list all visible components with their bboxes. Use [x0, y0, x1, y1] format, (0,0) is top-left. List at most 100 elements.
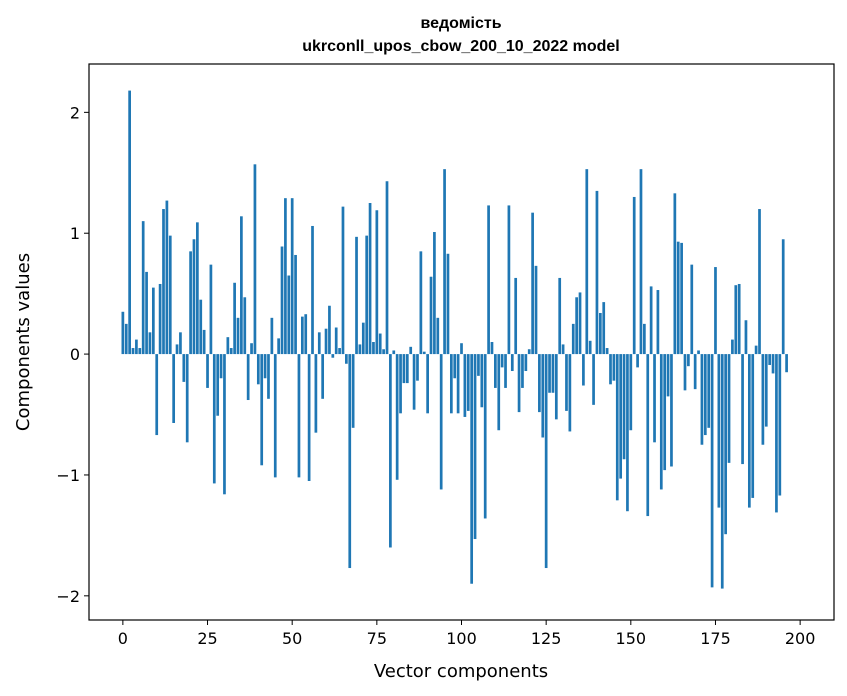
bar [456, 354, 460, 414]
bar [345, 354, 348, 364]
x-tick-label: 175 [700, 629, 731, 648]
bar [253, 164, 257, 355]
bar [179, 332, 182, 355]
bar [202, 329, 206, 355]
y-tick-label: −1 [56, 466, 80, 485]
bar [707, 354, 711, 428]
bar [260, 354, 264, 466]
bar [172, 354, 176, 423]
bar [683, 354, 687, 391]
bar [494, 354, 497, 388]
bar [751, 354, 755, 498]
bar [764, 354, 768, 427]
bar [229, 348, 233, 355]
bar [541, 354, 545, 438]
bar [666, 354, 670, 397]
bar [754, 345, 758, 355]
bar [280, 246, 284, 355]
bar [297, 354, 301, 478]
bar [128, 90, 131, 355]
bar [240, 216, 243, 355]
bar [426, 354, 429, 414]
bar [141, 221, 145, 355]
y-tick-label: 0 [70, 345, 80, 364]
bar [246, 354, 250, 401]
bar [121, 311, 125, 355]
bar [693, 354, 697, 390]
bar [375, 210, 379, 355]
bar [341, 206, 345, 355]
bar [463, 354, 467, 417]
bar [270, 317, 274, 355]
bar [582, 354, 585, 386]
bar [643, 323, 646, 355]
bar [287, 275, 291, 355]
bar [436, 317, 440, 355]
bar [609, 354, 612, 385]
bar [744, 320, 748, 355]
bar [402, 354, 406, 384]
bar [368, 203, 372, 355]
bar [429, 276, 433, 355]
bar [256, 354, 260, 385]
bar [585, 169, 589, 355]
bar [514, 277, 518, 355]
bar [206, 354, 209, 388]
bar [273, 354, 277, 478]
y-tick-label: −2 [56, 587, 80, 606]
bar [510, 354, 514, 372]
bar [703, 354, 707, 436]
bar [741, 354, 744, 465]
bar [588, 340, 592, 355]
bar [277, 338, 280, 355]
bar [785, 354, 788, 373]
bar [568, 354, 572, 432]
bar [351, 354, 355, 428]
bar [659, 354, 663, 490]
bar [717, 354, 721, 508]
bar [480, 354, 484, 408]
bar [663, 354, 667, 471]
bar [473, 354, 477, 540]
bar [565, 354, 568, 411]
bar [612, 354, 616, 381]
plot-area-frame [88, 63, 835, 621]
bar [317, 332, 321, 355]
y-tick-label: 2 [70, 103, 80, 122]
bar [558, 277, 562, 355]
bar [639, 169, 643, 355]
bar [551, 354, 555, 393]
bar [676, 241, 680, 355]
bar [348, 354, 352, 569]
bar [405, 354, 409, 384]
bar [605, 348, 609, 355]
bar [700, 354, 704, 445]
bar [199, 299, 203, 355]
bar [690, 264, 694, 355]
bar [334, 327, 338, 355]
bar [361, 322, 365, 355]
bar [595, 190, 599, 355]
bar [422, 351, 426, 355]
bar [284, 198, 287, 355]
bar [449, 354, 453, 414]
bar [419, 251, 423, 355]
bar [443, 169, 446, 355]
y-axis-ticks: −2 −1 0 1 2 [56, 103, 89, 606]
y-tick-label: 1 [70, 224, 80, 243]
bar [196, 222, 199, 355]
bar [656, 290, 660, 355]
bar [433, 232, 436, 355]
bar [385, 181, 389, 355]
bar [311, 225, 314, 355]
bar [165, 200, 169, 355]
bar [151, 287, 155, 355]
bar [389, 354, 392, 548]
bar [416, 354, 419, 381]
bar [524, 354, 528, 372]
bar [531, 212, 534, 355]
bar [778, 354, 782, 496]
y-axis-label: Components values [13, 253, 34, 431]
bar [534, 265, 538, 355]
bar [571, 323, 575, 355]
